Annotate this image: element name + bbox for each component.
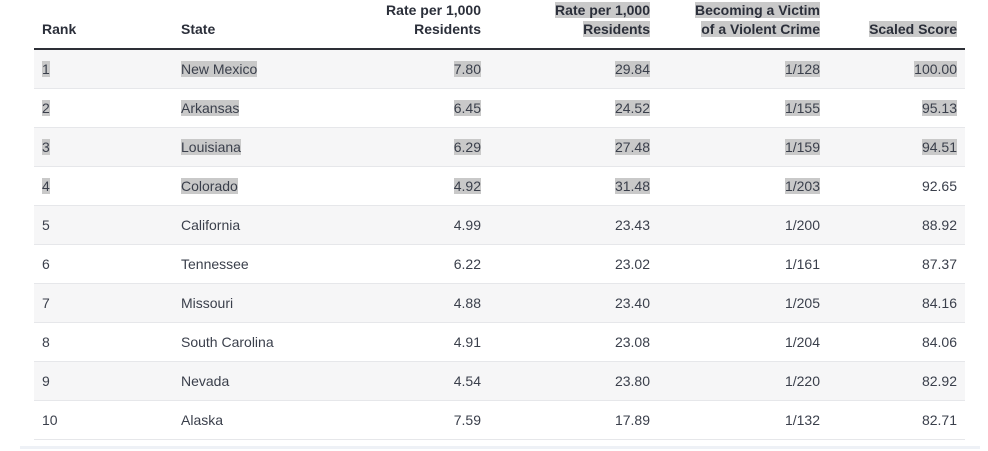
- bottom-divider: [20, 446, 980, 449]
- cell-rate-1: 4.99: [453, 217, 481, 233]
- table-row: 9 Nevada 4.54 23.80 1/220 82.92: [34, 361, 965, 401]
- cell-state: Colorado: [181, 178, 238, 194]
- header-score-label: Scaled Score: [869, 21, 957, 37]
- crime-ranking-table: Rank State Rate per 1,000 Residents Rate…: [34, 0, 965, 440]
- cell-score: 100.00: [914, 61, 957, 77]
- table-body: 1 New Mexico 7.80 29.84 1/128 100.00 2 A…: [34, 49, 965, 440]
- table-row: 1 New Mexico 7.80 29.84 1/128 100.00: [34, 49, 965, 89]
- cell-victim: 1/155: [784, 100, 820, 116]
- crime-ranking-table-container: Rank State Rate per 1,000 Residents Rate…: [34, 0, 965, 440]
- cell-rank: 8: [42, 334, 50, 350]
- header-row: Rank State Rate per 1,000 Residents Rate…: [34, 0, 965, 50]
- header-rank-label: Rank: [42, 21, 77, 37]
- header-rate-2-line1: Rate per 1,000: [555, 2, 650, 18]
- cell-victim: 1/204: [784, 334, 820, 350]
- cell-score: 84.16: [921, 295, 957, 311]
- cell-rate-2: 24.52: [614, 100, 650, 116]
- cell-state: Louisiana: [181, 139, 241, 155]
- cell-state: Missouri: [181, 295, 234, 311]
- cell-rank: 1: [42, 61, 50, 77]
- header-rate-2[interactable]: Rate per 1,000 Residents: [489, 0, 658, 50]
- cell-rate-2: 23.08: [614, 334, 650, 350]
- cell-score: 95.13: [921, 100, 957, 116]
- cell-rate-1: 4.54: [453, 373, 481, 389]
- cell-rank: 10: [42, 412, 58, 428]
- cell-rank: 4: [42, 178, 50, 194]
- header-state-label: State: [181, 21, 216, 37]
- cell-rate-2: 29.84: [614, 61, 650, 77]
- header-victim-line2: of a Violent Crime: [701, 21, 820, 37]
- header-rate-1-line2: Residents: [414, 21, 481, 37]
- cell-rate-1: 6.45: [453, 100, 481, 116]
- cell-rank: 5: [42, 217, 50, 233]
- cell-state: Nevada: [181, 373, 230, 389]
- table-row: 2 Arkansas 6.45 24.52 1/155 95.13: [34, 88, 965, 128]
- header-rate-1-line1: Rate per 1,000: [386, 2, 481, 18]
- cell-rate-2: 23.02: [614, 256, 650, 272]
- cell-rate-2: 23.43: [614, 217, 650, 233]
- cell-state: South Carolina: [181, 334, 274, 350]
- cell-victim: 1/220: [784, 373, 820, 389]
- header-rank[interactable]: Rank: [34, 0, 173, 50]
- cell-victim: 1/128: [784, 61, 820, 77]
- cell-rank: 7: [42, 295, 50, 311]
- header-rate-2-line2: Residents: [583, 21, 650, 37]
- cell-score: 84.06: [921, 334, 957, 350]
- cell-rate-2: 27.48: [614, 139, 650, 155]
- header-victim[interactable]: Becoming a Victim of a Violent Crime: [658, 0, 828, 50]
- cell-score: 82.92: [921, 373, 957, 389]
- cell-rate-2: 31.48: [614, 178, 650, 194]
- cell-state: Tennessee: [181, 256, 249, 272]
- cell-rate-1: 4.88: [453, 295, 481, 311]
- cell-victim: 1/132: [784, 412, 820, 428]
- header-score[interactable]: Scaled Score: [828, 0, 965, 50]
- header-rate-1[interactable]: Rate per 1,000 Residents: [315, 0, 489, 50]
- cell-rank: 2: [42, 100, 50, 116]
- cell-rate-1: 4.91: [453, 334, 481, 350]
- cell-rank: 9: [42, 373, 50, 389]
- cell-score: 94.51: [921, 139, 957, 155]
- cell-state: California: [181, 217, 241, 233]
- table-row: 7 Missouri 4.88 23.40 1/205 84.16: [34, 283, 965, 323]
- cell-score: 92.65: [921, 178, 957, 194]
- cell-rate-1: 7.59: [453, 412, 481, 428]
- cell-rank: 6: [42, 256, 50, 272]
- cell-score: 88.92: [921, 217, 957, 233]
- cell-state: Alaska: [181, 412, 224, 428]
- cell-state: New Mexico: [181, 61, 258, 77]
- table-header: Rank State Rate per 1,000 Residents Rate…: [34, 0, 965, 50]
- cell-rate-1: 6.22: [453, 256, 481, 272]
- cell-victim: 1/203: [784, 178, 820, 194]
- table-row: 6 Tennessee 6.22 23.02 1/161 87.37: [34, 244, 965, 284]
- cell-victim: 1/161: [784, 256, 820, 272]
- header-victim-line1: Becoming a Victim: [694, 2, 820, 18]
- cell-rank: 3: [42, 139, 50, 155]
- cell-state: Arkansas: [181, 100, 240, 116]
- cell-victim: 1/159: [784, 139, 820, 155]
- cell-score: 82.71: [921, 412, 957, 428]
- table-row: 4 Colorado 4.92 31.48 1/203 92.65: [34, 166, 965, 206]
- table-row: 3 Louisiana 6.29 27.48 1/159 94.51: [34, 127, 965, 167]
- cell-rate-2: 23.80: [614, 373, 650, 389]
- cell-rate-2: 17.89: [614, 412, 650, 428]
- header-state[interactable]: State: [173, 0, 315, 50]
- table-row: 5 California 4.99 23.43 1/200 88.92: [34, 205, 965, 245]
- cell-rate-1: 6.29: [453, 139, 481, 155]
- table-row: 8 South Carolina 4.91 23.08 1/204 84.06: [34, 322, 965, 362]
- cell-victim: 1/205: [784, 295, 820, 311]
- table-row: 10 Alaska 7.59 17.89 1/132 82.71: [34, 400, 965, 440]
- cell-rate-1: 4.92: [453, 178, 481, 194]
- cell-rate-1: 7.80: [453, 61, 481, 77]
- cell-score: 87.37: [921, 256, 957, 272]
- cell-victim: 1/200: [784, 217, 820, 233]
- cell-rate-2: 23.40: [614, 295, 650, 311]
